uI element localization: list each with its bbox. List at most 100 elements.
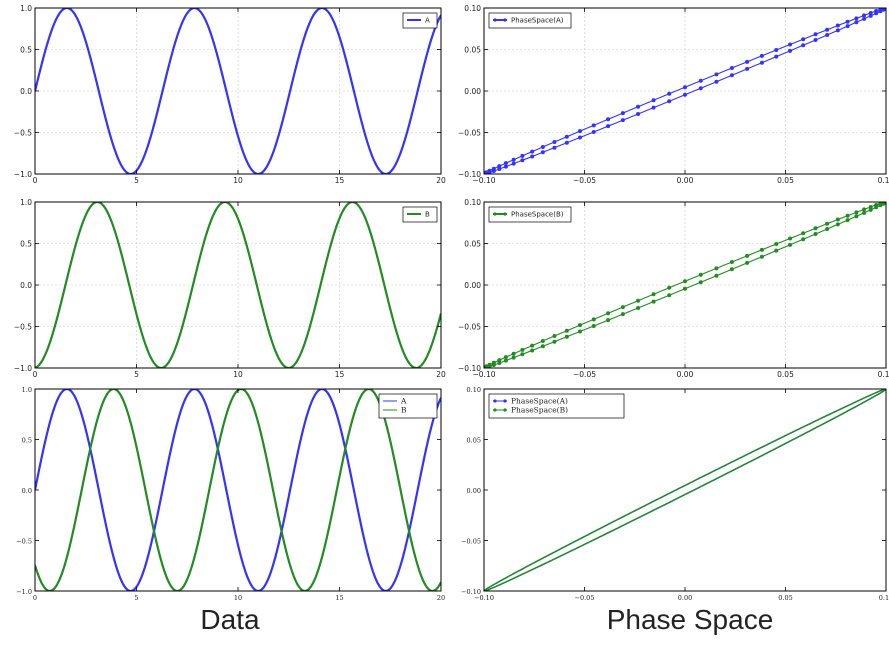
y-tick-label: −1.0	[14, 364, 32, 373]
y-tick-label: −0.05	[458, 129, 481, 138]
phase-point	[491, 166, 496, 171]
phase-point	[759, 53, 764, 58]
phase-point	[651, 105, 656, 110]
phase-point	[714, 266, 719, 271]
phase-point	[759, 60, 764, 65]
phase-point	[484, 170, 489, 174]
phase-point	[714, 79, 719, 84]
y-tick-label: 1.0	[20, 4, 32, 13]
phase-point	[577, 129, 582, 134]
legend-label: B	[425, 211, 430, 219]
phase-point	[636, 111, 641, 116]
x-tick-label: 0	[33, 176, 38, 185]
x-tick-label: 0.00	[677, 176, 694, 185]
panel-phase-ab: −0.10 −0.05 0.00 0.05 0.10 −0.10 −0.05 0.00 0.05…	[461, 386, 889, 600]
phase-point	[530, 348, 535, 353]
phase-point	[862, 207, 867, 212]
panel-data-a: 0 5 10 15 20 −1.0 −0.5 0.0 0.5 1.0 A	[14, 4, 446, 185]
x-tick-label: −0.05	[575, 594, 595, 600]
y-tick-label: −1.0	[16, 588, 32, 596]
phase-point	[530, 154, 535, 159]
phase-point	[511, 355, 516, 360]
phase-loop-phasespacea	[484, 389, 886, 591]
y-tick-label: −0.10	[461, 588, 481, 596]
phase-point	[503, 164, 508, 169]
phase-point	[874, 202, 879, 207]
legend-marker	[503, 408, 507, 412]
y-tick-label: 0.10	[464, 198, 481, 207]
phase-markers	[484, 8, 886, 174]
phase-point	[745, 253, 750, 258]
y-tick-label: −0.05	[461, 538, 481, 546]
phase-point	[511, 351, 516, 356]
phase-point	[620, 118, 625, 123]
phase-point	[825, 227, 830, 232]
phase-point	[511, 157, 516, 162]
phase-point	[714, 273, 719, 278]
series-line-b	[35, 389, 441, 591]
phase-point	[484, 364, 489, 368]
phase-point	[683, 92, 687, 97]
phase-point	[788, 48, 793, 53]
legend-box	[378, 393, 438, 419]
axes-frame	[483, 388, 887, 592]
phase-point	[667, 99, 672, 104]
x-tick-label: −0.10	[473, 176, 496, 185]
phase-point	[835, 222, 840, 227]
phase-loop-phasespacea	[484, 8, 886, 174]
y-tick-label: −0.10	[458, 364, 481, 373]
phase-point	[862, 210, 867, 215]
y-tick-label: 1.0	[20, 198, 32, 207]
y-tick-label: 0.5	[22, 437, 32, 445]
legend-label: PhaseSpace(A)	[511, 17, 564, 25]
phase-point	[868, 207, 873, 212]
x-tick-label: 20	[437, 594, 445, 600]
phase-point	[577, 135, 582, 140]
phase-point	[868, 10, 873, 15]
y-tick-label: −0.05	[458, 323, 481, 332]
x-tick-label: 0.05	[777, 176, 794, 185]
phase-point	[520, 352, 525, 357]
phase-point	[801, 231, 806, 236]
legend-marker	[503, 18, 507, 22]
phase-point	[759, 254, 764, 259]
plot-area	[35, 8, 441, 174]
legend-marker	[493, 408, 497, 412]
phase-point	[729, 73, 734, 78]
phase-point	[729, 66, 734, 71]
x-tick-label: −0.10	[473, 370, 496, 379]
phase-point	[564, 334, 569, 339]
phase-point	[788, 236, 793, 241]
phase-point	[825, 33, 830, 38]
phase-point	[845, 19, 850, 24]
series-line-b	[35, 202, 441, 368]
series-line-a	[35, 8, 441, 174]
plot-area	[35, 202, 441, 368]
phase-point	[497, 358, 502, 363]
legend-marker	[503, 212, 507, 216]
phase-point	[667, 293, 672, 298]
legend: A	[402, 12, 438, 29]
phase-point	[745, 59, 750, 64]
phase-point	[835, 217, 840, 222]
phase-point	[552, 334, 557, 339]
phase-point	[651, 299, 656, 304]
phase-point	[520, 153, 525, 158]
phase-point	[813, 37, 818, 42]
phase-point	[878, 8, 883, 12]
y-tick-label: 0.00	[464, 281, 481, 290]
y-tick-label: −0.5	[14, 323, 32, 332]
phase-point	[788, 42, 793, 47]
x-tick-label: 0	[33, 370, 38, 379]
phase-point	[854, 20, 859, 25]
legend: PhaseSpace(B)	[488, 206, 572, 223]
x-tick-label: 10	[234, 594, 242, 600]
y-tick-label: 0.0	[20, 281, 32, 290]
plot-area	[484, 202, 886, 368]
phase-point	[745, 260, 750, 265]
phase-point	[564, 328, 569, 333]
caption-data: Data	[200, 604, 260, 635]
phase-point	[825, 27, 830, 32]
x-tick-label: 15	[335, 370, 345, 379]
figure: 0 5 10 15 20−1.0−0.50.00.51.0A−0.10 −0.05 0.00…	[14, 4, 889, 600]
